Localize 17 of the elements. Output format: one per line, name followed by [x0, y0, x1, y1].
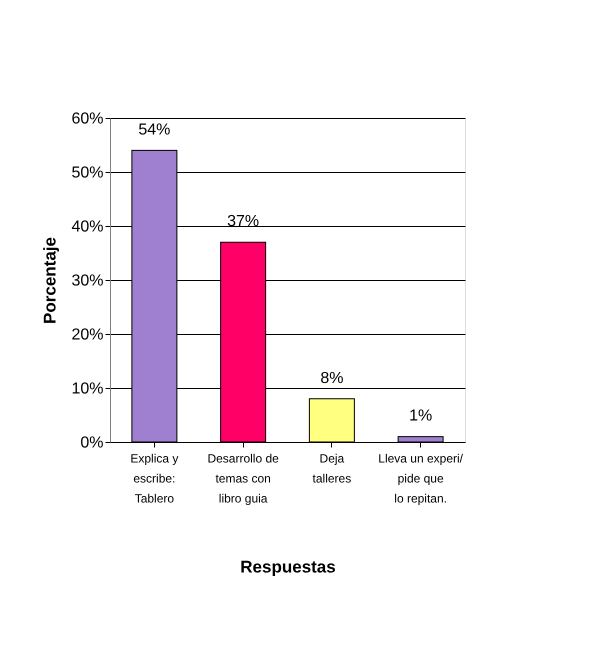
data-label: 8% [320, 370, 344, 387]
y-tick-label: 0% [80, 434, 104, 452]
x-axis-title: Respuestas [240, 558, 336, 576]
y-tick-label: 20% [71, 326, 104, 344]
y-tick-label: 60% [71, 110, 104, 128]
y-tick-label: 40% [71, 218, 104, 236]
x-tick-label: Desarrollo de temas con libro guia [207, 452, 280, 506]
y-tick-label: 30% [71, 272, 104, 290]
data-label: 1% [409, 408, 432, 425]
data-label: 37% [227, 213, 260, 230]
x-tick-label: Deja talleres [312, 452, 352, 486]
data-label: 54% [138, 121, 170, 138]
x-tick-label: Lleva un experi/ pide que lo repitan. [378, 452, 464, 506]
y-axis-title: Porcentaje [40, 237, 60, 324]
y-tick-label: 10% [71, 380, 104, 398]
y-tick-label: 50% [71, 164, 104, 182]
x-tick-label: Explica y escribe: Tablero [130, 452, 178, 506]
